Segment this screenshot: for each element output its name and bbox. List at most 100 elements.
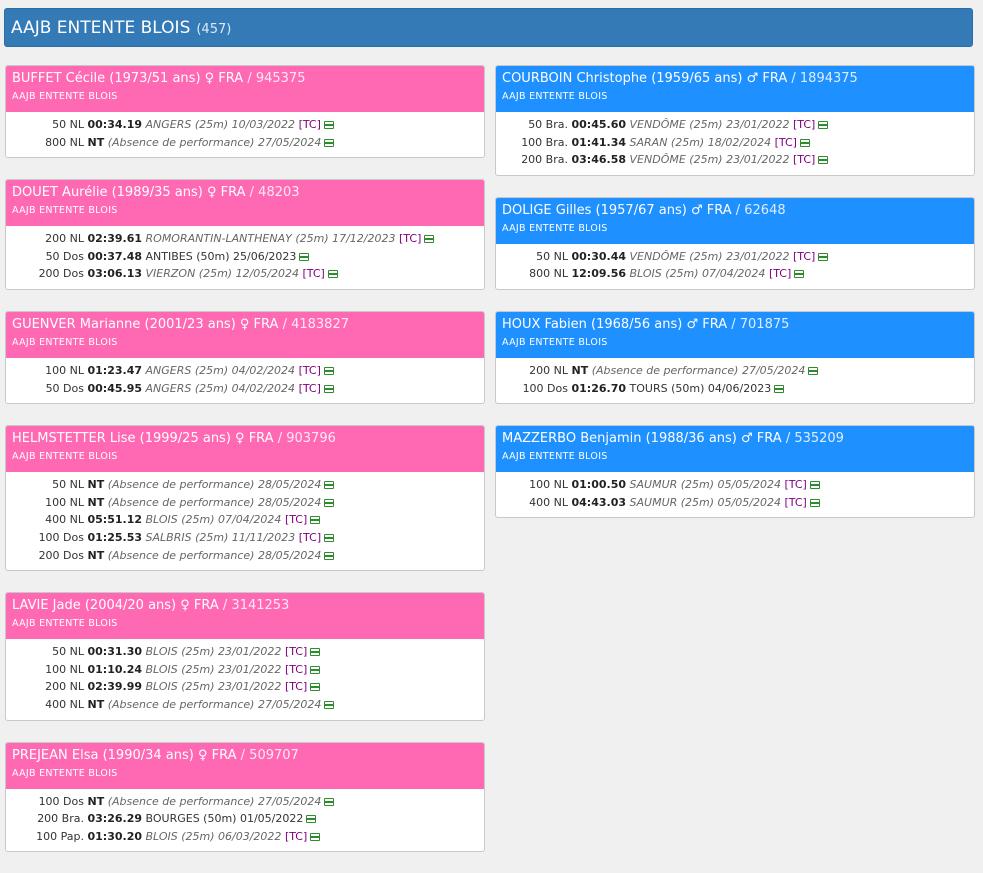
swimmer-header[interactable]: HELMSTETTER Lise (1999/25 ans) ♀ FRA / 9… — [6, 426, 484, 473]
swimmer-name[interactable]: DOUET Aurélie (1989/35 ans) ♀ FRA — [12, 185, 246, 201]
event-name: 200 Dos — [38, 548, 84, 562]
result-time: 01:00.50 — [571, 478, 627, 492]
swimmer-name-line[interactable]: DOLIGE Gilles (1957/67 ans) ♂ FRA / 6264… — [502, 203, 968, 218]
swimmer-header[interactable]: PREJEAN Elsa (1990/34 ans) ♀ FRA / 50970… — [6, 742, 484, 789]
swimmer-name[interactable]: LAVIE Jade (2004/20 ans) ♀ FRA — [12, 598, 219, 614]
result-row: 800 NL NT (Absence de performance) 27/05… — [12, 134, 478, 152]
result-place: ANGERS (25m) 04/02/2024 — [145, 381, 296, 395]
swimmer-header[interactable]: BUFFET Cécile (1973/51 ans) ♀ FRA / 9453… — [6, 66, 484, 112]
tc-badge[interactable]: [TC] — [302, 267, 325, 281]
swimmer-name-line[interactable]: GUENVER Marianne (2001/23 ans) ♀ FRA / 4… — [12, 317, 478, 332]
license-card-icon[interactable] — [774, 384, 785, 393]
license-card-icon[interactable] — [323, 384, 334, 393]
license-card-icon[interactable] — [324, 551, 335, 560]
license-card-icon[interactable] — [324, 533, 335, 542]
swimmer-name-line[interactable]: HELMSTETTER Lise (1999/25 ans) ♀ FRA / 9… — [12, 431, 478, 446]
result-place: ANTIBES (50m) 25/06/2023 — [145, 249, 297, 263]
tc-badge[interactable]: [TC] — [284, 680, 308, 694]
license-card-icon[interactable] — [323, 366, 334, 375]
license-card-icon[interactable] — [310, 648, 321, 657]
license-card-icon[interactable] — [809, 481, 820, 490]
license-card-icon[interactable] — [808, 366, 819, 375]
swimmer-header[interactable]: MAZZERBO Benjamin (1988/36 ans) ♂ FRA / … — [496, 426, 974, 473]
license-card-icon[interactable] — [809, 498, 820, 507]
license-card-icon[interactable] — [324, 700, 335, 709]
license-card-icon[interactable] — [310, 832, 321, 841]
swimmer-card: HOUX Fabien (1968/56 ans) ♂ FRA / 701875… — [495, 310, 975, 405]
tc-badge[interactable]: [TC] — [298, 530, 322, 544]
license-card-icon[interactable] — [794, 270, 805, 279]
swimmer-name[interactable]: DOLIGE Gilles (1957/67 ans) ♂ FRA — [502, 202, 732, 218]
swimmer-name[interactable]: MAZZERBO Benjamin (1988/36 ans) ♂ FRA — [502, 431, 782, 447]
swimmer-name-line[interactable]: LAVIE Jade (2004/20 ans) ♀ FRA / 3141253 — [12, 598, 478, 613]
tc-badge[interactable]: [TC] — [768, 267, 792, 281]
event-name: 800 NL — [529, 267, 568, 281]
license-card-icon[interactable] — [818, 121, 829, 129]
swimmer-card: DOLIGE Gilles (1957/67 ans) ♂ FRA / 6264… — [495, 196, 975, 290]
license-card-icon[interactable] — [818, 156, 829, 165]
license-card-icon[interactable] — [327, 270, 338, 279]
result-row: 200 Bra. 03:26.29 BOURGES (50m) 01/05/20… — [12, 810, 478, 828]
result-time: NT — [87, 697, 105, 711]
tc-badge[interactable]: [TC] — [298, 363, 321, 377]
license-card-icon[interactable] — [324, 797, 335, 806]
swimmer-name-line[interactable]: BUFFET Cécile (1973/51 ans) ♀ FRA / 9453… — [12, 71, 478, 86]
swimmer-name-line[interactable]: DOUET Aurélie (1989/35 ans) ♀ FRA / 4820… — [12, 185, 478, 200]
tc-badge[interactable]: [TC] — [284, 645, 308, 659]
swimmer-name-line[interactable]: MAZZERBO Benjamin (1988/36 ans) ♂ FRA / … — [502, 431, 968, 446]
tc-badge[interactable]: [TC] — [792, 249, 816, 263]
result-place: VENDÔME (25m) 23/01/2022 — [629, 153, 790, 167]
club-name: AAJB ENTENTE BLOIS — [502, 336, 608, 348]
license-card-icon[interactable] — [310, 665, 321, 674]
swimmer-name-line[interactable]: COURBOIN Christophe (1959/65 ans) ♂ FRA … — [502, 71, 968, 86]
tc-badge[interactable]: [TC] — [792, 118, 816, 131]
tc-badge[interactable]: [TC] — [774, 135, 797, 149]
swimmer-header[interactable]: HOUX Fabien (1968/56 ans) ♂ FRA / 701875… — [496, 311, 974, 358]
swimmer-header[interactable]: DOLIGE Gilles (1957/67 ans) ♂ FRA / 6264… — [496, 197, 974, 244]
swimmer-header[interactable]: DOUET Aurélie (1989/35 ans) ♀ FRA / 4820… — [6, 180, 484, 227]
license-card-icon[interactable] — [818, 252, 829, 261]
swimmer-name[interactable]: HOUX Fabien (1968/56 ans) ♂ FRA — [502, 316, 728, 332]
swimmer-card: GUENVER Marianne (2001/23 ans) ♀ FRA / 4… — [5, 310, 485, 405]
license-card-icon[interactable] — [310, 683, 321, 692]
tc-badge[interactable]: [TC] — [284, 662, 308, 676]
license-card-icon[interactable] — [323, 121, 334, 129]
swimmer-name-line[interactable]: HOUX Fabien (1968/56 ans) ♂ FRA / 701875 — [502, 317, 968, 332]
result-row: 100 Dos NT (Absence de performance) 27/0… — [12, 793, 478, 811]
swimmer-card: PREJEAN Elsa (1990/34 ans) ♀ FRA / 50970… — [5, 741, 485, 853]
swimmer-header[interactable]: GUENVER Marianne (2001/23 ans) ♀ FRA / 4… — [6, 311, 484, 358]
tc-badge[interactable]: [TC] — [399, 232, 422, 246]
result-place: TOURS (50m) 04/06/2023 — [629, 381, 772, 395]
license-card-icon[interactable] — [324, 138, 335, 147]
event-name: 100 NL — [45, 495, 84, 509]
swimmer-name[interactable]: HELMSTETTER Lise (1999/25 ans) ♀ FRA — [12, 431, 274, 447]
tc-badge[interactable]: [TC] — [284, 829, 308, 843]
license-number: / 1894375 — [791, 71, 858, 86]
tc-badge[interactable]: [TC] — [792, 153, 816, 167]
license-card-icon[interactable] — [324, 481, 335, 490]
result-place: BOURGES (50m) 01/05/2022 — [145, 812, 304, 826]
tc-badge[interactable]: [TC] — [298, 118, 321, 131]
license-card-icon[interactable] — [424, 235, 435, 244]
event-name: 100 Bra. — [521, 135, 568, 149]
tc-badge[interactable]: [TC] — [284, 513, 308, 527]
tc-badge[interactable]: [TC] — [298, 381, 321, 395]
swimmer-name[interactable]: PREJEAN Elsa (1990/34 ans) ♀ FRA — [12, 747, 237, 763]
swimmer-name[interactable]: COURBOIN Christophe (1959/65 ans) ♂ FRA — [502, 71, 788, 86]
swimmer-name-line[interactable]: PREJEAN Elsa (1990/34 ans) ♀ FRA / 50970… — [12, 748, 478, 763]
license-card-icon[interactable] — [799, 138, 810, 147]
swimmer-name[interactable]: GUENVER Marianne (2001/23 ans) ♀ FRA — [12, 316, 279, 332]
tc-badge[interactable]: [TC] — [784, 478, 807, 492]
result-place: SARAN (25m) 18/02/2024 — [629, 135, 772, 149]
license-card-icon[interactable] — [306, 815, 317, 824]
event-name: 400 NL — [45, 513, 84, 527]
swimmer-name[interactable]: BUFFET Cécile (1973/51 ans) ♀ FRA — [12, 71, 244, 86]
license-card-icon[interactable] — [324, 498, 335, 507]
result-time: NT — [87, 135, 105, 149]
license-card-icon[interactable] — [299, 252, 310, 261]
license-card-icon[interactable] — [310, 516, 321, 525]
result-time: 00:34.19 — [87, 118, 143, 131]
tc-badge[interactable]: [TC] — [784, 495, 807, 509]
swimmer-header[interactable]: COURBOIN Christophe (1959/65 ans) ♂ FRA … — [496, 66, 974, 112]
swimmer-header[interactable]: LAVIE Jade (2004/20 ans) ♀ FRA / 3141253… — [6, 593, 484, 640]
